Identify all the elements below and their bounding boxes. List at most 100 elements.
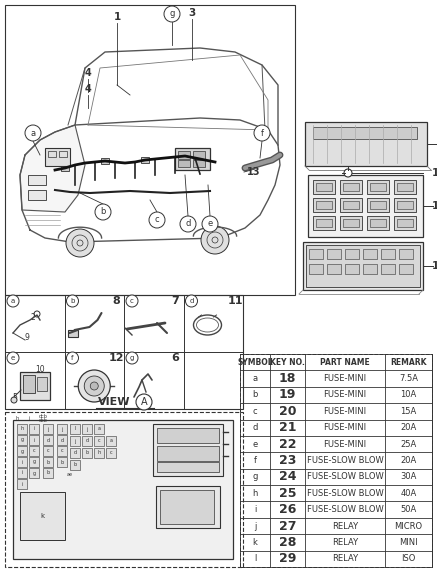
Text: 40A: 40A	[400, 488, 416, 498]
Text: h: h	[21, 427, 24, 431]
Bar	[70, 424, 80, 434]
Bar	[397, 183, 413, 191]
Text: b: b	[73, 463, 76, 467]
Text: b: b	[252, 391, 258, 399]
Bar	[157, 462, 219, 472]
Bar	[343, 183, 359, 191]
Bar	[305, 122, 427, 166]
Bar	[43, 446, 53, 456]
Text: A: A	[141, 397, 147, 407]
Bar	[141, 157, 149, 163]
Bar	[43, 457, 53, 467]
Text: ISO: ISO	[401, 554, 416, 563]
Circle shape	[90, 382, 98, 390]
Circle shape	[66, 295, 79, 307]
Text: 24: 24	[279, 470, 296, 483]
Text: 50A: 50A	[400, 505, 416, 514]
Text: 9: 9	[24, 332, 29, 341]
Bar	[82, 424, 92, 434]
Bar	[28, 175, 46, 185]
Bar	[59, 151, 67, 157]
Text: b: b	[60, 459, 63, 464]
Bar	[94, 424, 104, 434]
Text: 7.5A: 7.5A	[399, 374, 418, 383]
Bar	[178, 151, 190, 159]
Text: FUSE-MINI: FUSE-MINI	[323, 407, 367, 416]
Text: 20: 20	[279, 405, 296, 418]
Bar	[363, 264, 377, 274]
Bar	[37, 377, 47, 391]
Bar	[57, 424, 67, 434]
Text: 30A: 30A	[400, 472, 417, 482]
Bar	[340, 216, 362, 230]
Circle shape	[185, 295, 198, 307]
Bar	[156, 486, 220, 528]
Text: 7: 7	[172, 296, 179, 306]
Text: PART NAME: PART NAME	[320, 358, 370, 367]
Text: b: b	[101, 208, 106, 216]
Text: b: b	[70, 298, 75, 304]
Text: h: h	[97, 451, 101, 455]
Bar	[394, 180, 416, 194]
Text: 4: 4	[85, 68, 91, 78]
Bar	[327, 249, 341, 259]
Bar	[160, 490, 214, 524]
Text: i: i	[33, 427, 35, 431]
Text: dcb: dcb	[38, 414, 48, 419]
Bar	[29, 435, 39, 445]
Bar	[370, 201, 386, 209]
Text: 25A: 25A	[400, 440, 416, 448]
Text: SYMBOL: SYMBOL	[237, 358, 273, 367]
Bar	[240, 354, 432, 567]
Text: FUSE-MINI: FUSE-MINI	[323, 374, 367, 383]
Bar	[45, 148, 70, 166]
Circle shape	[202, 216, 218, 232]
Bar	[29, 468, 39, 478]
Text: 8: 8	[112, 296, 120, 306]
Bar	[309, 264, 323, 274]
Bar	[106, 448, 116, 458]
Bar	[313, 127, 417, 139]
Bar	[308, 175, 423, 237]
Text: d: d	[252, 423, 258, 432]
Text: l: l	[254, 554, 256, 563]
Text: 20A: 20A	[400, 423, 416, 432]
Bar	[17, 479, 27, 489]
Text: VIEW: VIEW	[98, 397, 130, 407]
Bar	[193, 151, 205, 159]
Text: 14: 14	[432, 201, 437, 211]
Text: a: a	[110, 439, 112, 443]
Text: g: g	[32, 471, 35, 475]
Circle shape	[126, 352, 138, 364]
Text: g: g	[21, 448, 24, 454]
Text: g: g	[21, 438, 24, 443]
Bar	[394, 198, 416, 212]
Text: FUSE-SLOW BLOW: FUSE-SLOW BLOW	[307, 472, 383, 482]
Bar	[340, 198, 362, 212]
Bar	[367, 216, 389, 230]
Bar	[5, 295, 243, 409]
Bar	[57, 435, 67, 445]
Text: 2: 2	[31, 312, 35, 321]
Text: b: b	[86, 451, 89, 455]
Text: 15: 15	[436, 139, 437, 149]
Text: a: a	[253, 374, 257, 383]
Text: f: f	[71, 355, 74, 361]
Bar	[370, 183, 386, 191]
Text: 5: 5	[13, 394, 17, 403]
Text: i: i	[21, 471, 23, 475]
Circle shape	[164, 6, 180, 22]
Bar	[313, 216, 335, 230]
Text: b: b	[46, 471, 49, 475]
Text: KEY NO.: KEY NO.	[270, 358, 305, 367]
Bar	[29, 446, 39, 456]
Bar	[61, 165, 69, 171]
Text: c: c	[110, 451, 112, 455]
Text: RELAY: RELAY	[332, 522, 358, 531]
Text: 3: 3	[188, 8, 196, 18]
Text: MINI: MINI	[399, 538, 418, 547]
Text: i: i	[254, 505, 256, 514]
Bar	[370, 219, 386, 227]
Bar	[43, 435, 53, 445]
Text: 15A: 15A	[400, 407, 416, 416]
